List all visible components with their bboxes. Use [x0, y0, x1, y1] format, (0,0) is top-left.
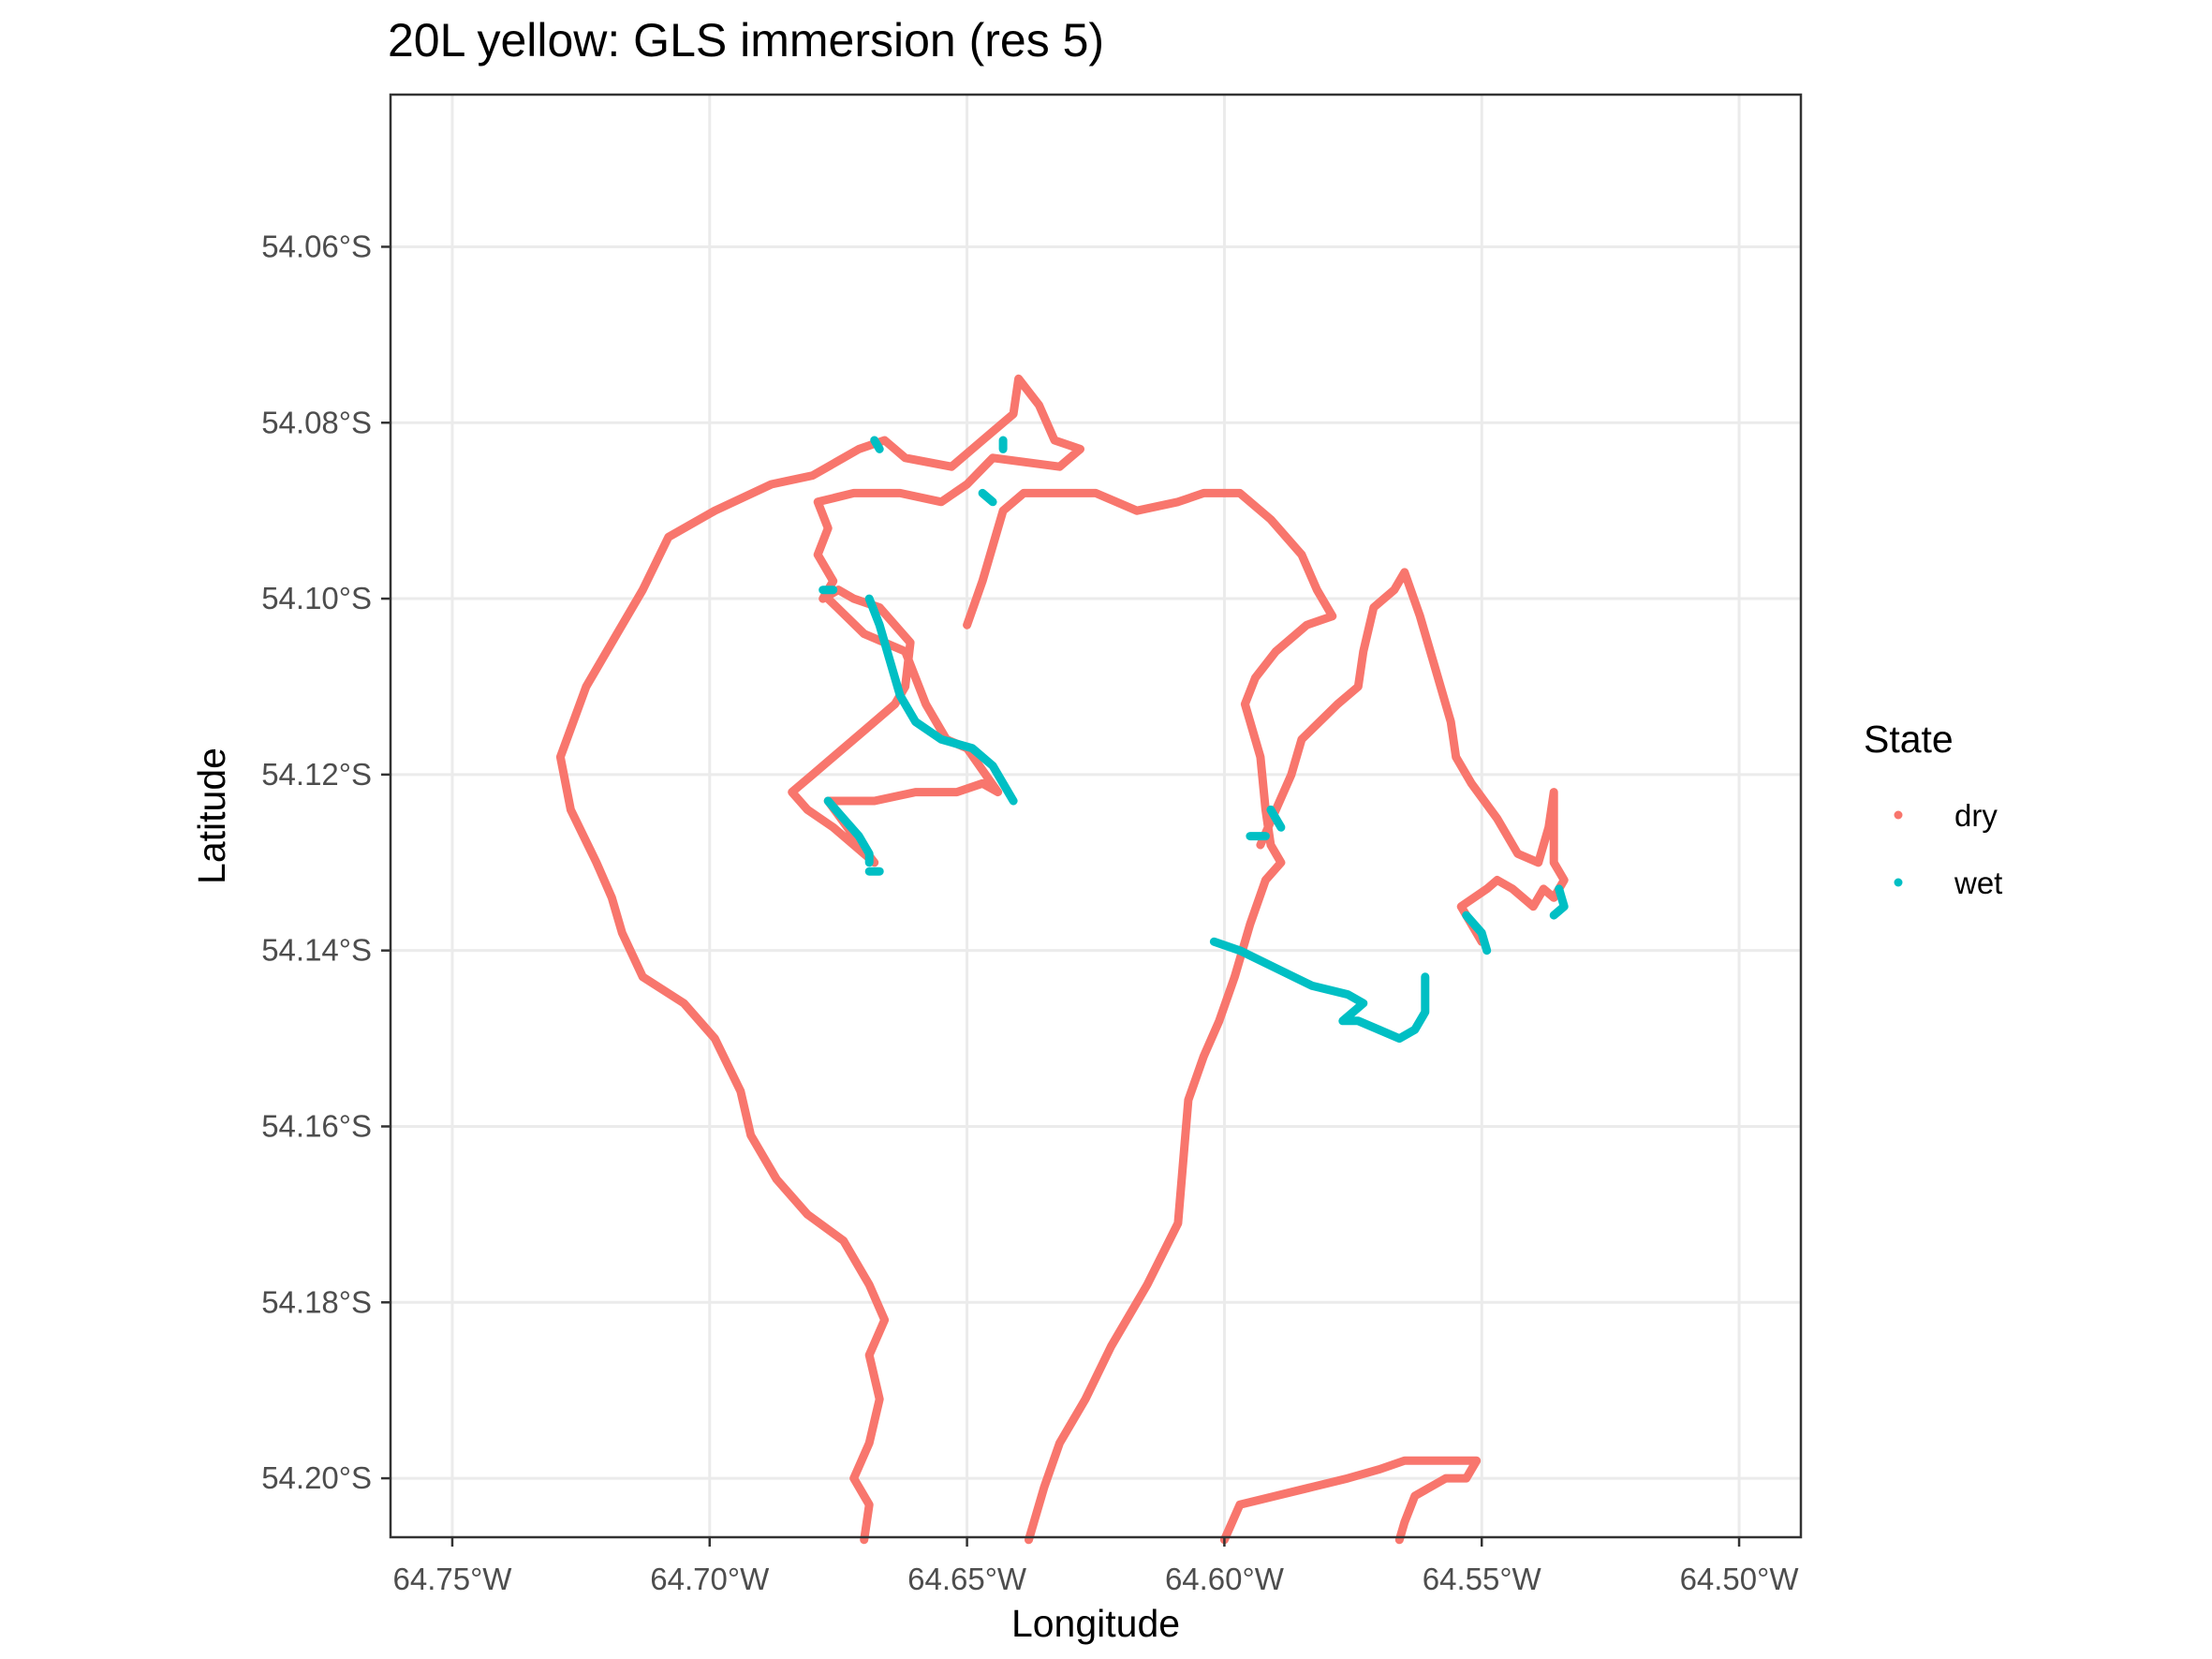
legend-label-dry: dry — [1954, 798, 1998, 833]
wet-track-0 — [864, 594, 1018, 806]
plot-panel-border — [389, 93, 1803, 1539]
dry-track-2 — [1256, 568, 1569, 946]
y-axis-title: Latitude — [190, 748, 233, 884]
wet-track-4 — [1266, 805, 1286, 832]
y-tick-label-7: 54.20°S — [261, 1460, 372, 1495]
legend-key-dry — [1894, 810, 1903, 820]
x-tick-label-0: 64.75°W — [392, 1562, 512, 1596]
x-tick-label-2: 64.65°W — [907, 1562, 1027, 1596]
wet-track-9 — [978, 488, 997, 507]
chart-title: 20L yellow: GLS immersion (res 5) — [388, 14, 1104, 67]
legend: State dry wet — [1864, 718, 2002, 900]
grid-lines — [391, 95, 1801, 1537]
wet-track-1 — [823, 796, 874, 867]
wet-track-6 — [1549, 884, 1569, 920]
y-tick-label-1: 54.08°S — [261, 405, 372, 439]
legend-key-wet — [1894, 878, 1903, 887]
y-tick-label-6: 54.18°S — [261, 1284, 372, 1319]
y-tick-label-4: 54.14°S — [261, 933, 372, 968]
dry-track-1 — [963, 488, 1337, 1545]
x-tick-label-5: 64.50°W — [1680, 1562, 1800, 1596]
legend-label-wet: wet — [1954, 866, 2002, 900]
plot-panel-background — [391, 95, 1801, 1537]
wet-track-2 — [1209, 937, 1430, 1044]
wet-track-7 — [870, 436, 884, 453]
wet-track-5 — [1462, 911, 1492, 955]
x-tick-label-1: 64.70°W — [650, 1562, 770, 1596]
y-tick-label-2: 54.10°S — [261, 581, 372, 615]
data-marks — [555, 374, 1569, 1545]
axes: 64.75°W 64.70°W 64.65°W 64.60°W 64.55°W 64.50… — [261, 229, 1799, 1596]
dry-track-3 — [1219, 1456, 1482, 1545]
y-tick-label-5: 54.16°S — [261, 1108, 372, 1143]
x-tick-label-3: 64.60°W — [1165, 1562, 1285, 1596]
y-tick-label-0: 54.06°S — [261, 229, 372, 263]
legend-title: State — [1864, 718, 1954, 761]
y-tick-label-3: 54.12°S — [261, 757, 372, 792]
x-tick-label-4: 64.55°W — [1423, 1562, 1542, 1596]
x-axis-title: Longitude — [1011, 1602, 1180, 1645]
